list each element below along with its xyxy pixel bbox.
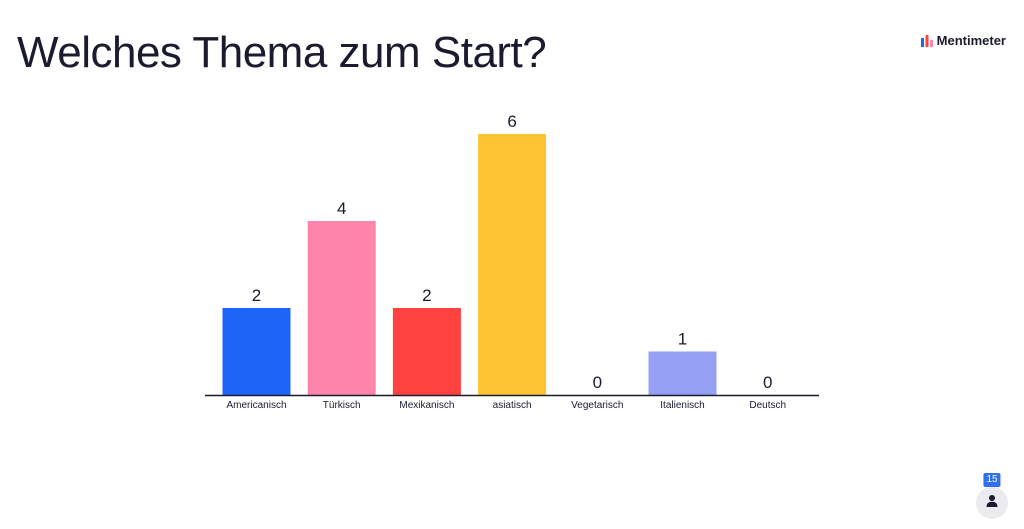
value-label-italienisch: 1 bbox=[678, 330, 687, 349]
page-title: Welches Thema zum Start? bbox=[17, 28, 547, 77]
value-label-americanisch: 2 bbox=[252, 286, 261, 305]
bar-italienisch bbox=[648, 351, 717, 395]
category-label-t-rkisch: Türkisch bbox=[323, 400, 361, 411]
participant-count-badge: 15 bbox=[983, 473, 1001, 487]
person-icon bbox=[985, 494, 999, 513]
category-label-americanisch: Americanisch bbox=[226, 400, 286, 411]
value-label-asiatisch: 6 bbox=[507, 112, 516, 131]
brand-logo: Mentimeter bbox=[920, 33, 1006, 48]
value-label-mexikanisch: 2 bbox=[422, 286, 431, 305]
bar-americanisch bbox=[222, 308, 291, 395]
participants-button[interactable] bbox=[976, 487, 1008, 519]
value-label-t-rkisch: 4 bbox=[337, 199, 346, 218]
participants-widget[interactable]: 15 bbox=[976, 473, 1008, 519]
category-label-vegetarisch: Vegetarisch bbox=[571, 400, 623, 411]
value-label-deutsch: 0 bbox=[763, 373, 772, 392]
bar-t-rkisch bbox=[307, 221, 376, 395]
category-label-asiatisch: asiatisch bbox=[493, 400, 532, 411]
bar-asiatisch bbox=[478, 134, 547, 395]
value-label-vegetarisch: 0 bbox=[593, 373, 602, 392]
category-label-italienisch: Italienisch bbox=[660, 400, 704, 411]
bar-mexikanisch bbox=[392, 308, 461, 395]
brand-name: Mentimeter bbox=[936, 33, 1006, 48]
mentimeter-logo-icon bbox=[920, 34, 933, 47]
category-label-deutsch: Deutsch bbox=[749, 400, 786, 411]
category-label-mexikanisch: Mexikanisch bbox=[399, 400, 454, 411]
